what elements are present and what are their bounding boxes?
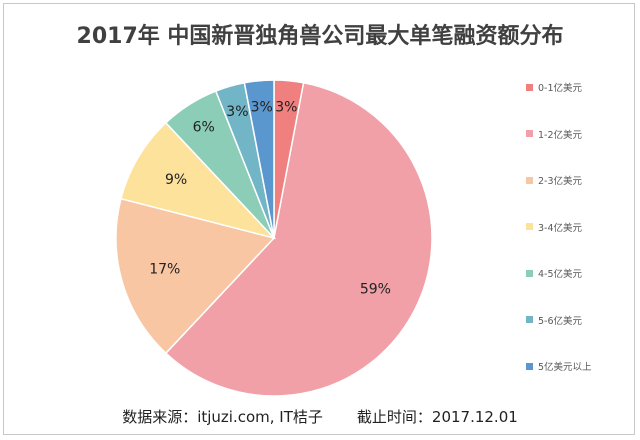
- legend-swatch: [526, 176, 533, 184]
- pie-slice: [120, 121, 277, 240]
- slice-data-label: 9%: [165, 172, 187, 188]
- legend-item: 1-2亿美元: [526, 127, 582, 141]
- slice-data-label: 3%: [226, 104, 248, 120]
- pie-slice: [115, 197, 276, 355]
- legend-item: 5亿美元以上: [526, 359, 592, 373]
- legend-item: 5-6亿美元: [526, 313, 582, 327]
- legend-label: 5-6亿美元: [538, 315, 583, 327]
- chart-footer: 数据来源：itjuzi.com, IT桔子 截止时间：2017.12.01: [4, 406, 636, 427]
- legend-label: 3-4亿美元: [538, 222, 583, 234]
- legend-item: 0-1亿美元: [526, 80, 582, 94]
- legend-item: 2-3亿美元: [526, 173, 582, 187]
- legend-label: 5亿美元以上: [538, 362, 592, 373]
- chart-title: 2017年 中国新晋独角兽公司最大单笔融资额分布: [76, 24, 564, 49]
- slice-data-label: 6%: [193, 119, 215, 135]
- legend-swatch: [526, 223, 533, 230]
- legend-item: 4-5亿美元: [526, 266, 582, 280]
- slice-data-label: 3%: [251, 99, 273, 115]
- legend-label: 2-3亿美元: [538, 176, 583, 187]
- date-note: 截止时间：2017.12.01: [356, 408, 518, 426]
- pie-chart: 3%59%17%9%6%3% 3%: [115, 79, 433, 397]
- legend-swatch: [526, 269, 533, 277]
- legend-swatch: [526, 316, 533, 323]
- pie-slice: [243, 79, 275, 239]
- slice-data-label: 17%: [149, 262, 180, 278]
- legend-swatch: [526, 83, 533, 91]
- source-note: 数据来源：itjuzi.com, IT桔子: [122, 408, 323, 426]
- legend-label: 4-5亿美元: [538, 269, 583, 280]
- legend-swatch: [526, 130, 533, 137]
- pie-slice: [164, 81, 433, 397]
- legend-label: 0-1亿美元: [538, 83, 583, 94]
- slice-data-label: 59%: [360, 282, 391, 298]
- chart-frame: 2017年 中国新晋独角兽公司最大单笔融资额分布 3% 59% 17% 9% 6% 3% 3…: [3, 3, 635, 435]
- slice-data-label: 3%: [275, 99, 297, 115]
- legend-label: 1-2亿美元: [538, 129, 583, 141]
- legend-swatch: [526, 362, 533, 370]
- legend-item: 3-4亿美元: [526, 220, 582, 234]
